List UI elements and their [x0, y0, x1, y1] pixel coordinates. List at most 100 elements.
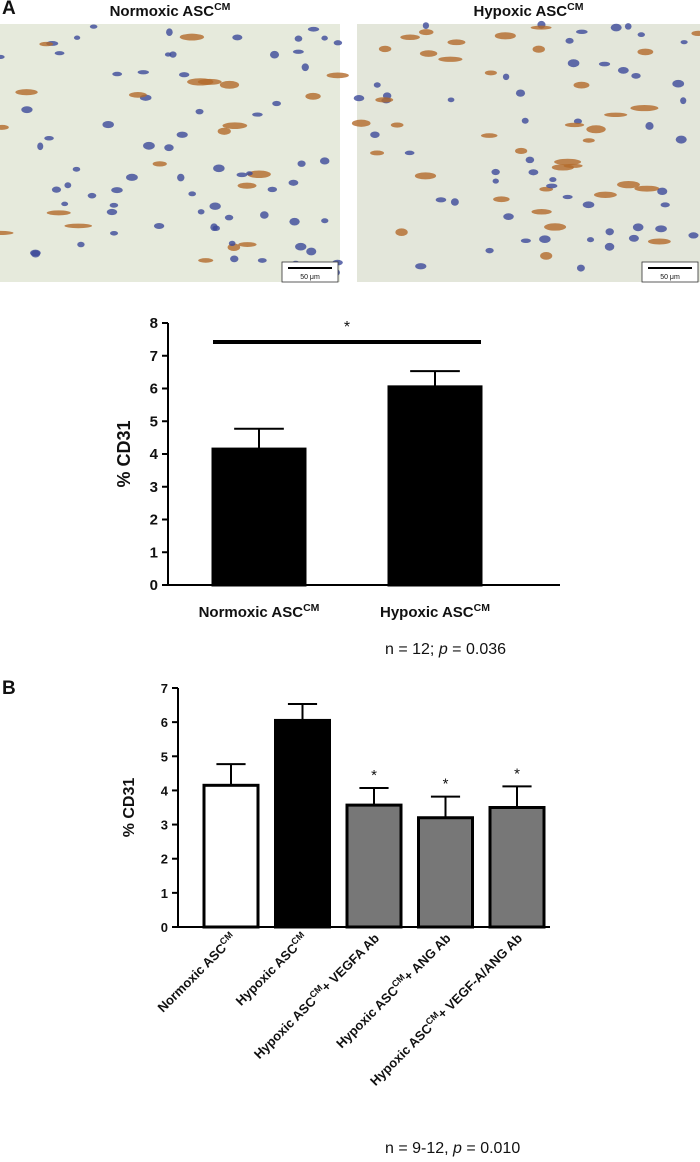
cell — [610, 23, 622, 32]
cell — [319, 157, 330, 165]
y-tick-label: 4 — [161, 783, 169, 798]
y-tick-label: 0 — [161, 920, 168, 935]
cell — [321, 35, 328, 41]
cell — [306, 247, 317, 256]
y-tick-label: 4 — [150, 446, 159, 463]
cell — [573, 81, 590, 89]
bar — [274, 718, 331, 929]
cell — [166, 28, 173, 37]
cell — [294, 35, 303, 42]
cell — [21, 106, 33, 114]
panel-label: A — [2, 0, 16, 19]
bar — [202, 783, 260, 929]
cell — [604, 112, 628, 117]
x-tick-label: Hypoxic ASCCM — [232, 930, 311, 1009]
cell — [238, 242, 257, 248]
cell — [680, 40, 688, 45]
cell — [672, 79, 685, 88]
cell — [257, 258, 267, 263]
cell — [169, 51, 177, 58]
cell — [217, 127, 231, 135]
label-part: + ANG Ab — [401, 930, 454, 983]
label-part: + VEGFA Ab — [318, 930, 382, 994]
cell — [400, 34, 420, 41]
cell — [179, 33, 205, 41]
cell — [515, 89, 526, 97]
cell — [197, 209, 205, 215]
cell — [604, 242, 615, 251]
cell — [598, 61, 611, 67]
cell — [237, 182, 257, 189]
cell — [305, 92, 321, 100]
cell — [326, 72, 349, 79]
cell — [634, 185, 660, 192]
cell — [112, 71, 123, 77]
cell — [491, 168, 500, 176]
y-tick-label: 7 — [150, 348, 158, 365]
y-axis-label: % CD31 — [114, 420, 134, 487]
cell — [164, 52, 172, 57]
significance-star: * — [371, 767, 377, 784]
cell — [179, 72, 190, 78]
cell — [289, 217, 300, 226]
label-part: p — [452, 1140, 462, 1157]
cell — [544, 223, 567, 231]
cell — [188, 191, 196, 197]
label-part: n = 9-12, — [385, 1140, 453, 1157]
cell — [39, 41, 54, 47]
cell — [73, 35, 81, 40]
cell — [269, 50, 280, 59]
cell — [267, 186, 278, 193]
label-part: = 0.010 — [462, 1140, 520, 1157]
image-title: Normoxic ASCCM — [110, 1, 231, 20]
cell — [236, 172, 248, 178]
cell — [15, 89, 38, 96]
cell — [624, 23, 632, 30]
significance-star: * — [344, 319, 350, 336]
annotation: n = 9-12, p = 0.010 — [385, 1140, 520, 1157]
cell — [563, 163, 583, 168]
y-tick-label: 5 — [161, 749, 168, 764]
cell — [198, 258, 214, 263]
cell — [110, 230, 119, 236]
cell — [562, 194, 573, 200]
cell — [152, 161, 167, 167]
cell — [224, 214, 234, 221]
x-tick-label: Normoxic ASCCM — [154, 930, 239, 1015]
cell — [414, 172, 437, 180]
cell — [378, 45, 392, 53]
cell — [447, 39, 466, 46]
label-part: Hypoxic ASC — [333, 983, 401, 1051]
cell — [260, 211, 269, 219]
cell — [447, 97, 455, 103]
y-tick-label: 2 — [150, 512, 158, 529]
cell — [153, 223, 165, 230]
x-tick-label: Hypoxic ASCCM — [380, 602, 490, 621]
bar — [211, 447, 307, 587]
cell — [492, 178, 499, 184]
cell — [546, 183, 558, 189]
cell — [637, 32, 645, 38]
cell — [675, 135, 687, 144]
cell — [645, 122, 654, 130]
cell — [72, 166, 81, 172]
cell — [353, 95, 365, 102]
cell — [0, 124, 9, 130]
cell — [565, 37, 574, 44]
panel-label: B — [2, 678, 16, 699]
micrograph: 50 μm — [351, 20, 700, 283]
cell — [688, 232, 699, 239]
cell — [485, 247, 494, 254]
cell — [395, 228, 408, 237]
x-tick-label: Hypoxic ASCCM+ VEGFA Ab — [250, 930, 382, 1062]
cell — [164, 144, 174, 152]
cell — [37, 142, 44, 151]
cell — [520, 238, 531, 243]
micrograph: 50 μm — [0, 24, 349, 283]
label-part: Normoxic ASC — [110, 3, 215, 20]
cell — [438, 56, 463, 62]
cell — [195, 108, 204, 115]
cell — [176, 131, 188, 138]
cell — [0, 54, 5, 59]
